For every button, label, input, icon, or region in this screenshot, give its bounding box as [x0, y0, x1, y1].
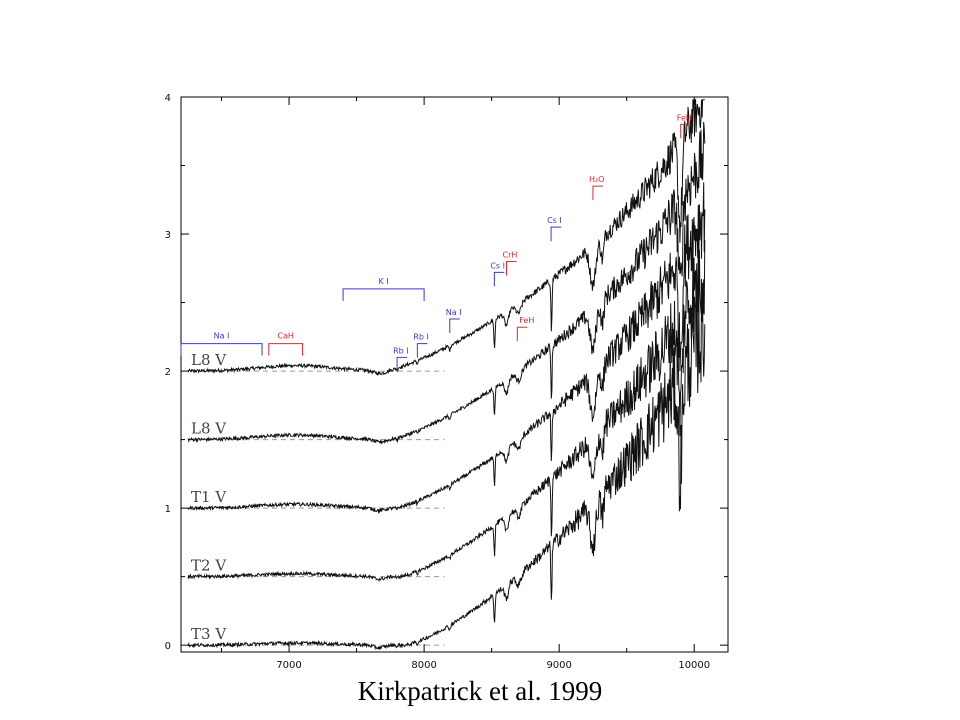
feature-label: CaH	[277, 332, 294, 341]
plot-frame	[180, 96, 729, 653]
feature-marker	[516, 326, 528, 342]
line-identifications: Na I CaH K I Rb I Rb I Na I Cs I CrH FeH Cs I H₂O F…	[180, 113, 692, 372]
x-tick-label: 8000	[411, 660, 436, 671]
feature-label: Rb I	[393, 346, 409, 355]
feature-marker	[493, 271, 505, 287]
spectrum-line	[187, 278, 706, 651]
feature-bracket	[268, 343, 304, 356]
spectral-type-label: T2 V	[191, 557, 227, 575]
spectral-type-labels: L8 V L8 V T1 V T2 V T3 V	[191, 351, 227, 643]
feature-marker	[550, 226, 562, 242]
feature-marker	[592, 185, 603, 201]
spectra	[187, 98, 706, 651]
y-tick-label: 0	[165, 641, 171, 652]
spectrum-line	[187, 239, 706, 582]
feature-marker	[505, 260, 517, 276]
axis-ticks: 7000 8000 9000 10000 0 1 2 3 4	[165, 93, 728, 671]
y-tick-label: 3	[165, 230, 171, 241]
feature-marker	[416, 343, 428, 358]
feature-label: K I	[379, 277, 389, 286]
spectral-type-label: T1 V	[191, 488, 227, 506]
x-tick-label: 9000	[546, 660, 571, 671]
feature-label: Cs I	[490, 261, 505, 270]
feature-label: FeH	[519, 316, 534, 325]
feature-label: Cs I	[547, 216, 562, 225]
feature-marker	[680, 123, 691, 139]
feature-marker	[449, 318, 460, 333]
feature-label: Na I	[446, 308, 462, 317]
spectrum-line	[187, 182, 706, 515]
feature-bracket	[180, 343, 263, 356]
plot-border	[180, 96, 729, 653]
spectral-type-label: L8 V	[191, 420, 227, 438]
feature-label: Na I	[214, 332, 230, 341]
feature-label: Rb I	[413, 333, 429, 342]
y-tick-label: 2	[165, 367, 171, 378]
baselines	[191, 370, 445, 646]
spectrum-line	[187, 98, 705, 376]
feature-marker	[396, 356, 408, 372]
feature-label: FeH	[677, 113, 692, 122]
spectrum-line	[187, 121, 706, 445]
x-tick-label: 10000	[678, 660, 710, 671]
feature-label: H₂O	[589, 175, 605, 184]
spectral-type-label: L8 V	[191, 351, 227, 369]
y-tick-label: 4	[165, 93, 171, 104]
figure-caption: Kirkpatrick et al. 1999	[357, 676, 603, 706]
feature-label: CrH	[502, 250, 517, 259]
x-tick-label: 7000	[276, 660, 301, 671]
feature-bracket	[342, 288, 425, 301]
y-tick-label: 1	[165, 504, 171, 515]
spectral-type-label: T3 V	[191, 625, 227, 643]
